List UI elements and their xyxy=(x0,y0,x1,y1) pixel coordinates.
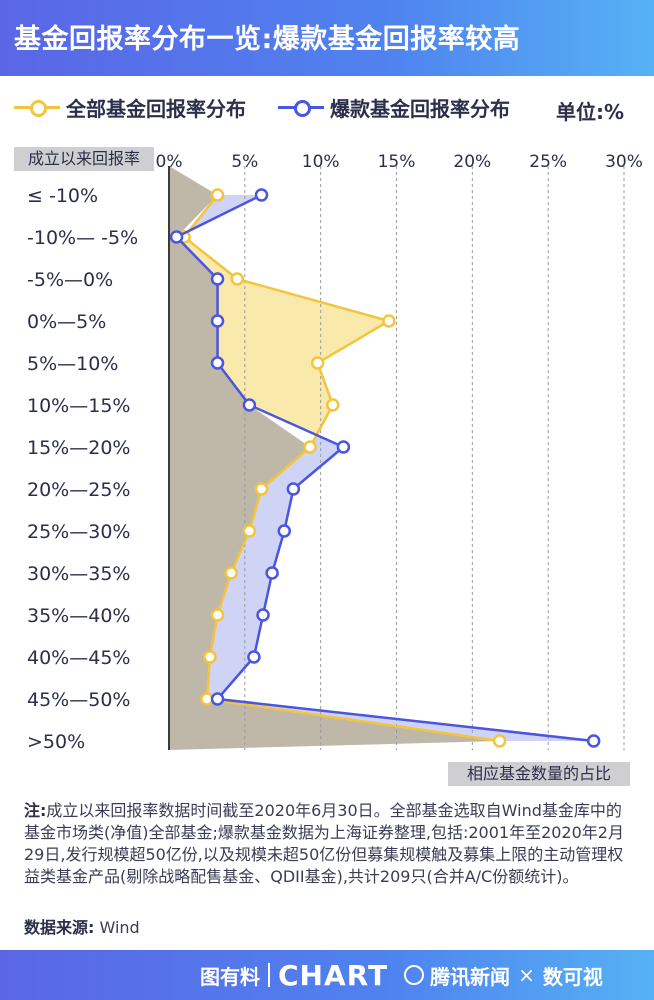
hot-funds-series-point xyxy=(242,398,257,412)
y-category-label: 5%—10% xyxy=(27,353,118,375)
y-category-label: 0%—5% xyxy=(27,311,106,333)
legend-marker-all-funds xyxy=(14,92,60,122)
data-source: 数据来源: Wind xyxy=(24,914,140,938)
note-text: 成立以来回报率数据时间截至2020年6月30日。全部基金选取自Wind基金库中的… xyxy=(24,801,624,886)
difference-band xyxy=(261,447,344,489)
brand-tencent-news-label: 腾讯新闻 xyxy=(430,964,511,989)
source-label: 数据来源: xyxy=(24,918,95,937)
legend-label-all-funds: 全部基金回报率分布 xyxy=(66,96,246,121)
common-area xyxy=(169,166,500,750)
all-funds-series-point xyxy=(224,566,238,580)
chart-legend: 全部基金回报率分布 爆款基金回报率分布 xyxy=(14,92,644,122)
hot-funds-series-point xyxy=(210,692,225,706)
brand-x-separator: × xyxy=(518,963,535,987)
all-funds-series-point xyxy=(230,272,244,286)
hot-funds-series-point xyxy=(277,524,292,538)
y-category-label: 15%—20% xyxy=(27,437,130,459)
x-tick-label: 0% xyxy=(156,152,183,172)
all-funds-series-point xyxy=(382,314,396,328)
x-tick-label: 5% xyxy=(231,152,258,172)
brand-tuyouliao: 图有料 xyxy=(200,964,260,989)
hot-funds-series-line xyxy=(175,193,594,743)
legend-item-all-funds: 全部基金回报率分布 xyxy=(14,92,246,122)
note-label: 注: xyxy=(24,801,47,820)
legend-item-hot-funds: 爆款基金回报率分布 xyxy=(278,92,510,122)
all-funds-series-point xyxy=(210,188,225,202)
brand-divider xyxy=(268,963,270,987)
y-axis-title: 成立以来回报率 xyxy=(14,147,154,171)
hot-funds-series-point xyxy=(265,566,279,580)
hot-funds-series-point xyxy=(210,314,225,328)
difference-band xyxy=(217,321,389,363)
x-tick-label: 15% xyxy=(378,152,416,172)
difference-band xyxy=(206,657,254,699)
chart-note: 注:成立以来回报率数据时间截至2020年6月30日。全部基金选取自Wind基金库… xyxy=(24,800,636,888)
y-category-label: -5%—0% xyxy=(27,269,113,291)
header-banner: 基金回报率分布一览:爆款基金回报率较高 xyxy=(0,0,654,76)
all-funds-series-point xyxy=(203,650,217,664)
x-tick-label: 10% xyxy=(302,152,340,172)
y-category-label: 35%—40% xyxy=(27,605,130,627)
brand-chart: CHART xyxy=(278,958,389,992)
y-category-label: -10%— -5% xyxy=(27,227,138,249)
hot-funds-series-point xyxy=(286,482,301,496)
x-tick-label: 30% xyxy=(605,152,643,172)
difference-band xyxy=(209,615,264,657)
all-funds-series-point xyxy=(200,692,214,706)
page-title: 基金回报率分布一览:爆款基金回报率较高 xyxy=(14,24,521,55)
hot-funds-series-point xyxy=(254,188,269,202)
tencent-news-icon xyxy=(404,965,425,985)
y-category-label: >50% xyxy=(27,731,85,753)
hot-funds-series-point xyxy=(336,440,351,454)
difference-band xyxy=(217,279,389,321)
all-funds-series-point xyxy=(492,734,507,748)
y-category-label: 10%—15% xyxy=(27,395,130,417)
all-funds-series-point xyxy=(242,524,257,538)
legend-marker-hot-funds xyxy=(278,92,324,122)
all-funds-series-point xyxy=(326,398,340,412)
footer-brands: 图有料 CHART 腾讯新闻 × 数可视 xyxy=(200,958,603,992)
all-funds-series-point xyxy=(210,608,225,622)
return-distribution-chart: 0% 5% 10% 15% 20% 25% 30% ≤ -10% -10%— -5% -5%—0%… xyxy=(27,152,643,753)
all-funds-series-line xyxy=(182,194,500,743)
difference-band xyxy=(249,405,333,435)
hot-funds-series-point xyxy=(247,650,261,664)
brand-tencent-news: 腾讯新闻 xyxy=(404,961,510,990)
x-tick-label: 25% xyxy=(529,152,567,172)
source-text: Wind xyxy=(99,918,140,937)
x-axis-title: 相应基金数量的占比 xyxy=(448,762,630,786)
hot-funds-series-point xyxy=(169,230,184,244)
all-funds-series-point xyxy=(303,440,317,454)
brand-shukeshi: 数可视 xyxy=(542,964,603,989)
y-category-label: 25%—30% xyxy=(27,521,130,543)
y-category-label: 20%—25% xyxy=(27,479,130,501)
hot-funds-series-point xyxy=(256,608,270,622)
footer-banner: 图有料 CHART 腾讯新闻 × 数可视 xyxy=(0,950,654,1000)
hot-funds-series-point xyxy=(210,272,225,286)
all-funds-series-point xyxy=(254,482,269,496)
y-category-label: 45%—50% xyxy=(27,689,130,711)
legend-label-hot-funds: 爆款基金回报率分布 xyxy=(330,96,510,121)
y-category-label: 40%—45% xyxy=(27,647,130,669)
hot-funds-series-point xyxy=(586,734,601,748)
difference-band xyxy=(249,489,294,531)
unit-label: 单位:% xyxy=(556,100,625,124)
difference-band xyxy=(217,363,333,405)
x-tick-label: 20% xyxy=(453,152,491,172)
y-category-label: 30%—35% xyxy=(27,563,130,585)
all-funds-series-point xyxy=(310,356,325,370)
hot-funds-series-point xyxy=(210,356,225,370)
y-category-label: ≤ -10% xyxy=(27,185,98,207)
